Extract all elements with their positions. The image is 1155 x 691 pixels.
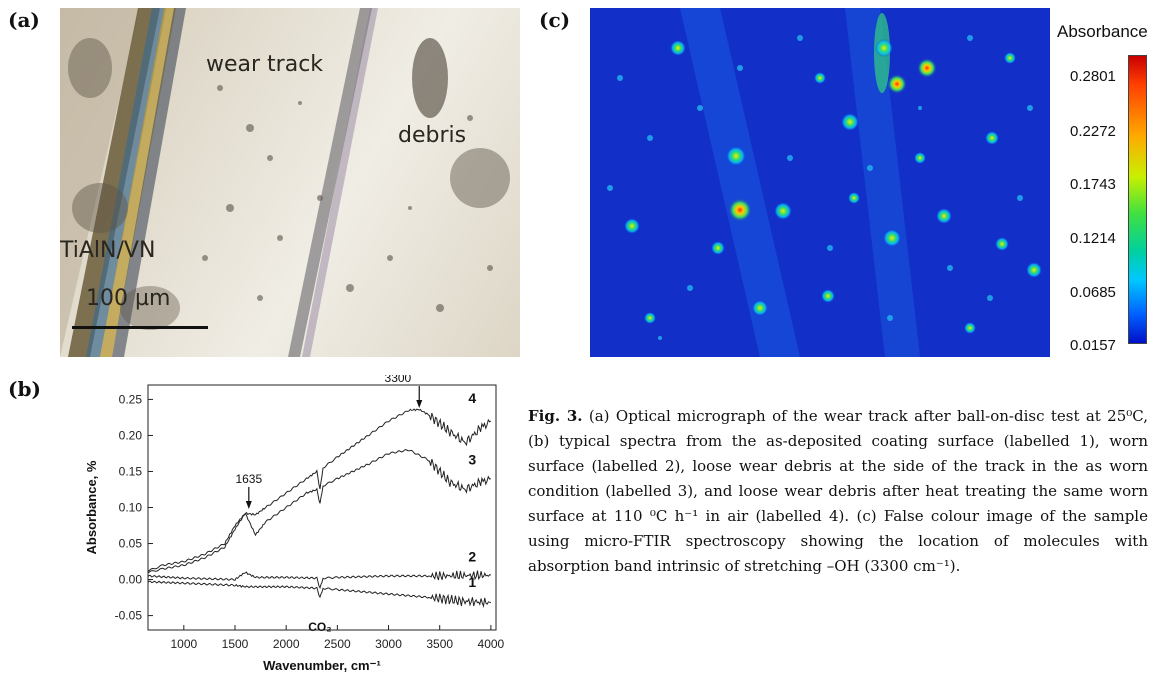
colorbar-tick: 0.2272: [1070, 123, 1116, 140]
annotation-label: 1635: [235, 472, 262, 486]
wear-track-label: wear track: [206, 52, 324, 77]
scale-label: 100 µm: [86, 286, 171, 311]
optical-micrograph: wear track debris TiAlN/VN 100 µm: [60, 8, 520, 357]
x-tick-label: 2000: [273, 637, 300, 651]
figure-caption: Fig. 3. (a) Optical micrograph of the we…: [528, 404, 1148, 579]
y-tick-label: 0.00: [119, 573, 143, 587]
y-axis-label: Absorbance, %: [84, 460, 99, 554]
colorbar: [1128, 55, 1147, 344]
panel-label-c: (c): [539, 8, 571, 32]
coating-label: TiAlN/VN: [60, 238, 156, 263]
caption-lead: Fig. 3.: [528, 407, 583, 425]
x-tick-label: 4000: [478, 637, 505, 651]
caption-text: (a) Optical micrograph of the wear track…: [528, 407, 1148, 575]
spectrum-line-1: [147, 580, 492, 609]
y-tick-label: 0.20: [119, 428, 143, 442]
ftir-map-drawing: [607, 8, 1042, 357]
ftir-spectra-chart: 1000 1500 2000 2500 3000 3500 4000 -0.05 0.00 0.0…: [84, 375, 505, 673]
scale-bar: [72, 326, 208, 329]
x-tick-label: 3000: [375, 637, 402, 651]
annotation-arrowhead: [416, 400, 423, 409]
x-tick-label: 3500: [426, 637, 453, 651]
x-tick-label: 1000: [170, 637, 197, 651]
panel-label-b: (b): [8, 377, 41, 401]
y-tick-label: -0.05: [115, 609, 143, 623]
micrograph-drawing: [60, 8, 510, 357]
series-label: 2: [468, 549, 476, 565]
x-tick-label: 2500: [324, 637, 351, 651]
y-tick-label: 0.05: [119, 537, 143, 551]
colorbar-tick: 0.0685: [1070, 284, 1116, 301]
debris-label: debris: [398, 123, 467, 148]
plot-frame: [147, 384, 497, 631]
series-label: 4: [468, 390, 476, 406]
series-label: 3: [468, 451, 476, 467]
colorbar-tick: 0.1214: [1070, 230, 1116, 247]
y-tick-label: 0.25: [119, 392, 143, 406]
x-tick-label: 1500: [222, 637, 249, 651]
colorbar-tick: 0.1743: [1070, 176, 1116, 193]
colorbar-tick: 0.2801: [1070, 68, 1116, 85]
spectrum-line-4: [147, 408, 492, 572]
panel-label-a: (a): [8, 8, 40, 32]
annotation-arrowhead: [245, 500, 252, 509]
series-label: 1: [468, 574, 476, 590]
spectrum-line-2: [147, 570, 492, 590]
colorbar-title: Absorbance: [1057, 22, 1148, 41]
annotation-label: CO₂: [308, 620, 331, 634]
ftir-false-colour-map: [590, 8, 1050, 357]
annotation-label: 3300: [385, 375, 412, 385]
spectrum-line-3: [147, 449, 492, 574]
colorbar-tick: 0.0157: [1070, 337, 1116, 354]
y-tick-label: 0.15: [119, 464, 143, 478]
y-tick-label: 0.10: [119, 501, 143, 515]
x-axis-label: Wavenumber, cm⁻¹: [263, 658, 381, 673]
